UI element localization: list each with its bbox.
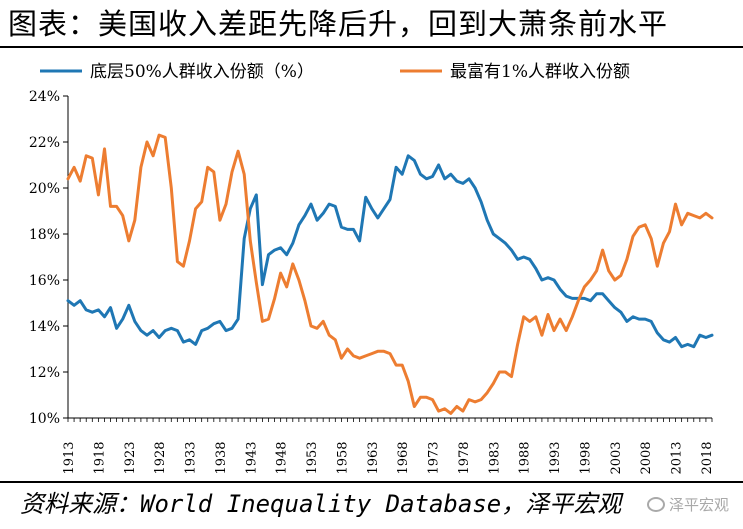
line-chart: 底层50%人群收入份额（%） 最富有1%人群收入份额 10%12%14%16%1… (29, 62, 715, 475)
chart-title: 图表：美国收入差距先降后升，回到大萧条前水平 (8, 7, 669, 41)
y-tick-label: 16% (29, 273, 60, 289)
x-tick-label: 1998 (578, 441, 593, 474)
y-tick-label: 10% (29, 411, 60, 427)
y-tick-label: 18% (29, 227, 60, 243)
x-tick-label: 1958 (335, 441, 350, 474)
source-note: 资料来源：World Inequality Database，泽平宏观 (20, 490, 622, 518)
series-layer (66, 133, 714, 415)
y-tick-label: 20% (29, 181, 60, 197)
series-line-bottom50 (66, 154, 714, 349)
source-rule (0, 481, 743, 483)
x-tick-label: 1963 (366, 441, 381, 474)
y-tick-label: 22% (29, 135, 60, 151)
x-tick-label: 1938 (214, 441, 229, 474)
x-tick-label: 1953 (305, 441, 320, 474)
watermark: 泽平宏观 (646, 494, 729, 515)
y-tick-label: 14% (29, 319, 60, 335)
x-tick-label: 1943 (244, 441, 259, 474)
series-line-top1 (66, 133, 714, 415)
x-tick-label: 2003 (609, 441, 624, 474)
x-tick-label: 1988 (518, 441, 533, 474)
x-tick-label: 1968 (396, 441, 411, 474)
x-tick-label: 1973 (427, 441, 442, 474)
legend-label-top1: 最富有1%人群收入份额 (450, 62, 630, 82)
x-tick-label: 1918 (92, 441, 107, 474)
x-tick-label: 1983 (487, 441, 502, 474)
wechat-icon (646, 497, 665, 512)
title-rule (0, 46, 743, 48)
x-tick-label: 2013 (670, 441, 685, 474)
y-tick-label: 12% (29, 365, 60, 381)
x-tick-label: 1948 (275, 441, 290, 474)
legend: 底层50%人群收入份额（%） 最富有1%人群收入份额 (40, 62, 630, 82)
x-tick-label: 1913 (62, 441, 77, 474)
x-tick-label: 1923 (123, 441, 138, 474)
x-tick-label: 1978 (457, 441, 472, 474)
x-tick-label: 1928 (153, 441, 168, 474)
x-tick-label: 2018 (700, 441, 715, 474)
y-tick-label: 24% (29, 89, 60, 105)
watermark-text: 泽平宏观 (668, 496, 729, 514)
legend-label-bottom50: 底层50%人群收入份额（%） (90, 62, 314, 82)
x-tick-label: 2008 (639, 441, 654, 474)
x-tick-label: 1993 (548, 441, 563, 474)
x-tick-label: 1933 (184, 441, 199, 474)
axes: 10% 12% 14% 16% 18% 20% 22% 24% 1913 1918 1923 1928… (29, 89, 715, 475)
